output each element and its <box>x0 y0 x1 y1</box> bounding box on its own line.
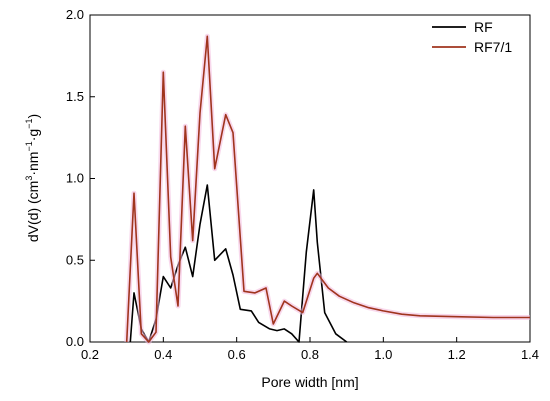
y-axis-title-part-3: ·g <box>25 129 41 141</box>
y-axis-title-part-2: ·nm <box>25 152 41 176</box>
legend: RF RF7/1 <box>432 19 512 55</box>
series-halo-rf7-1 <box>124 33 530 345</box>
series-layer <box>124 33 530 345</box>
x-tick-label: 0.8 <box>301 347 319 362</box>
series-line-rf <box>129 184 348 343</box>
x-tick-label: 1.0 <box>374 347 392 362</box>
ticks-layer: 0.2 0.4 0.6 0.8 1.0 1.2 1.4 0.0 0.5 1.0 1.5 2.0 <box>66 7 539 362</box>
legend-label-rf7-1: RF7/1 <box>474 39 512 55</box>
x-tick-label: 0.2 <box>81 347 99 362</box>
y-tick-label: 0.5 <box>66 252 84 267</box>
series-line-rf7-1 <box>125 35 530 343</box>
x-axis-title: Pore width [nm] <box>261 374 358 390</box>
y-tick-label: 2.0 <box>66 7 84 22</box>
y-axis-title-sup-1: 3 <box>24 176 34 181</box>
x-tick-label: 0.6 <box>228 347 246 362</box>
legend-label-rf: RF <box>474 19 493 35</box>
x-tick-label: 1.4 <box>521 347 539 362</box>
y-axis-title-part-1: dV(d) (cm <box>25 181 41 242</box>
y-axis-title-sup-3: −1 <box>24 119 34 129</box>
x-tick-label: 0.4 <box>154 347 172 362</box>
y-tick-label: 1.5 <box>66 89 84 104</box>
y-tick-label: 0.0 <box>66 334 84 349</box>
x-tick-label: 1.2 <box>448 347 466 362</box>
y-axis-title-part-4: ) <box>25 114 41 119</box>
y-axis-title-sup-2: −1 <box>24 141 34 151</box>
y-tick-label: 1.0 <box>66 171 84 186</box>
y-axis-title: dV(d) (cm3·nm−1·g−1) <box>24 114 41 242</box>
